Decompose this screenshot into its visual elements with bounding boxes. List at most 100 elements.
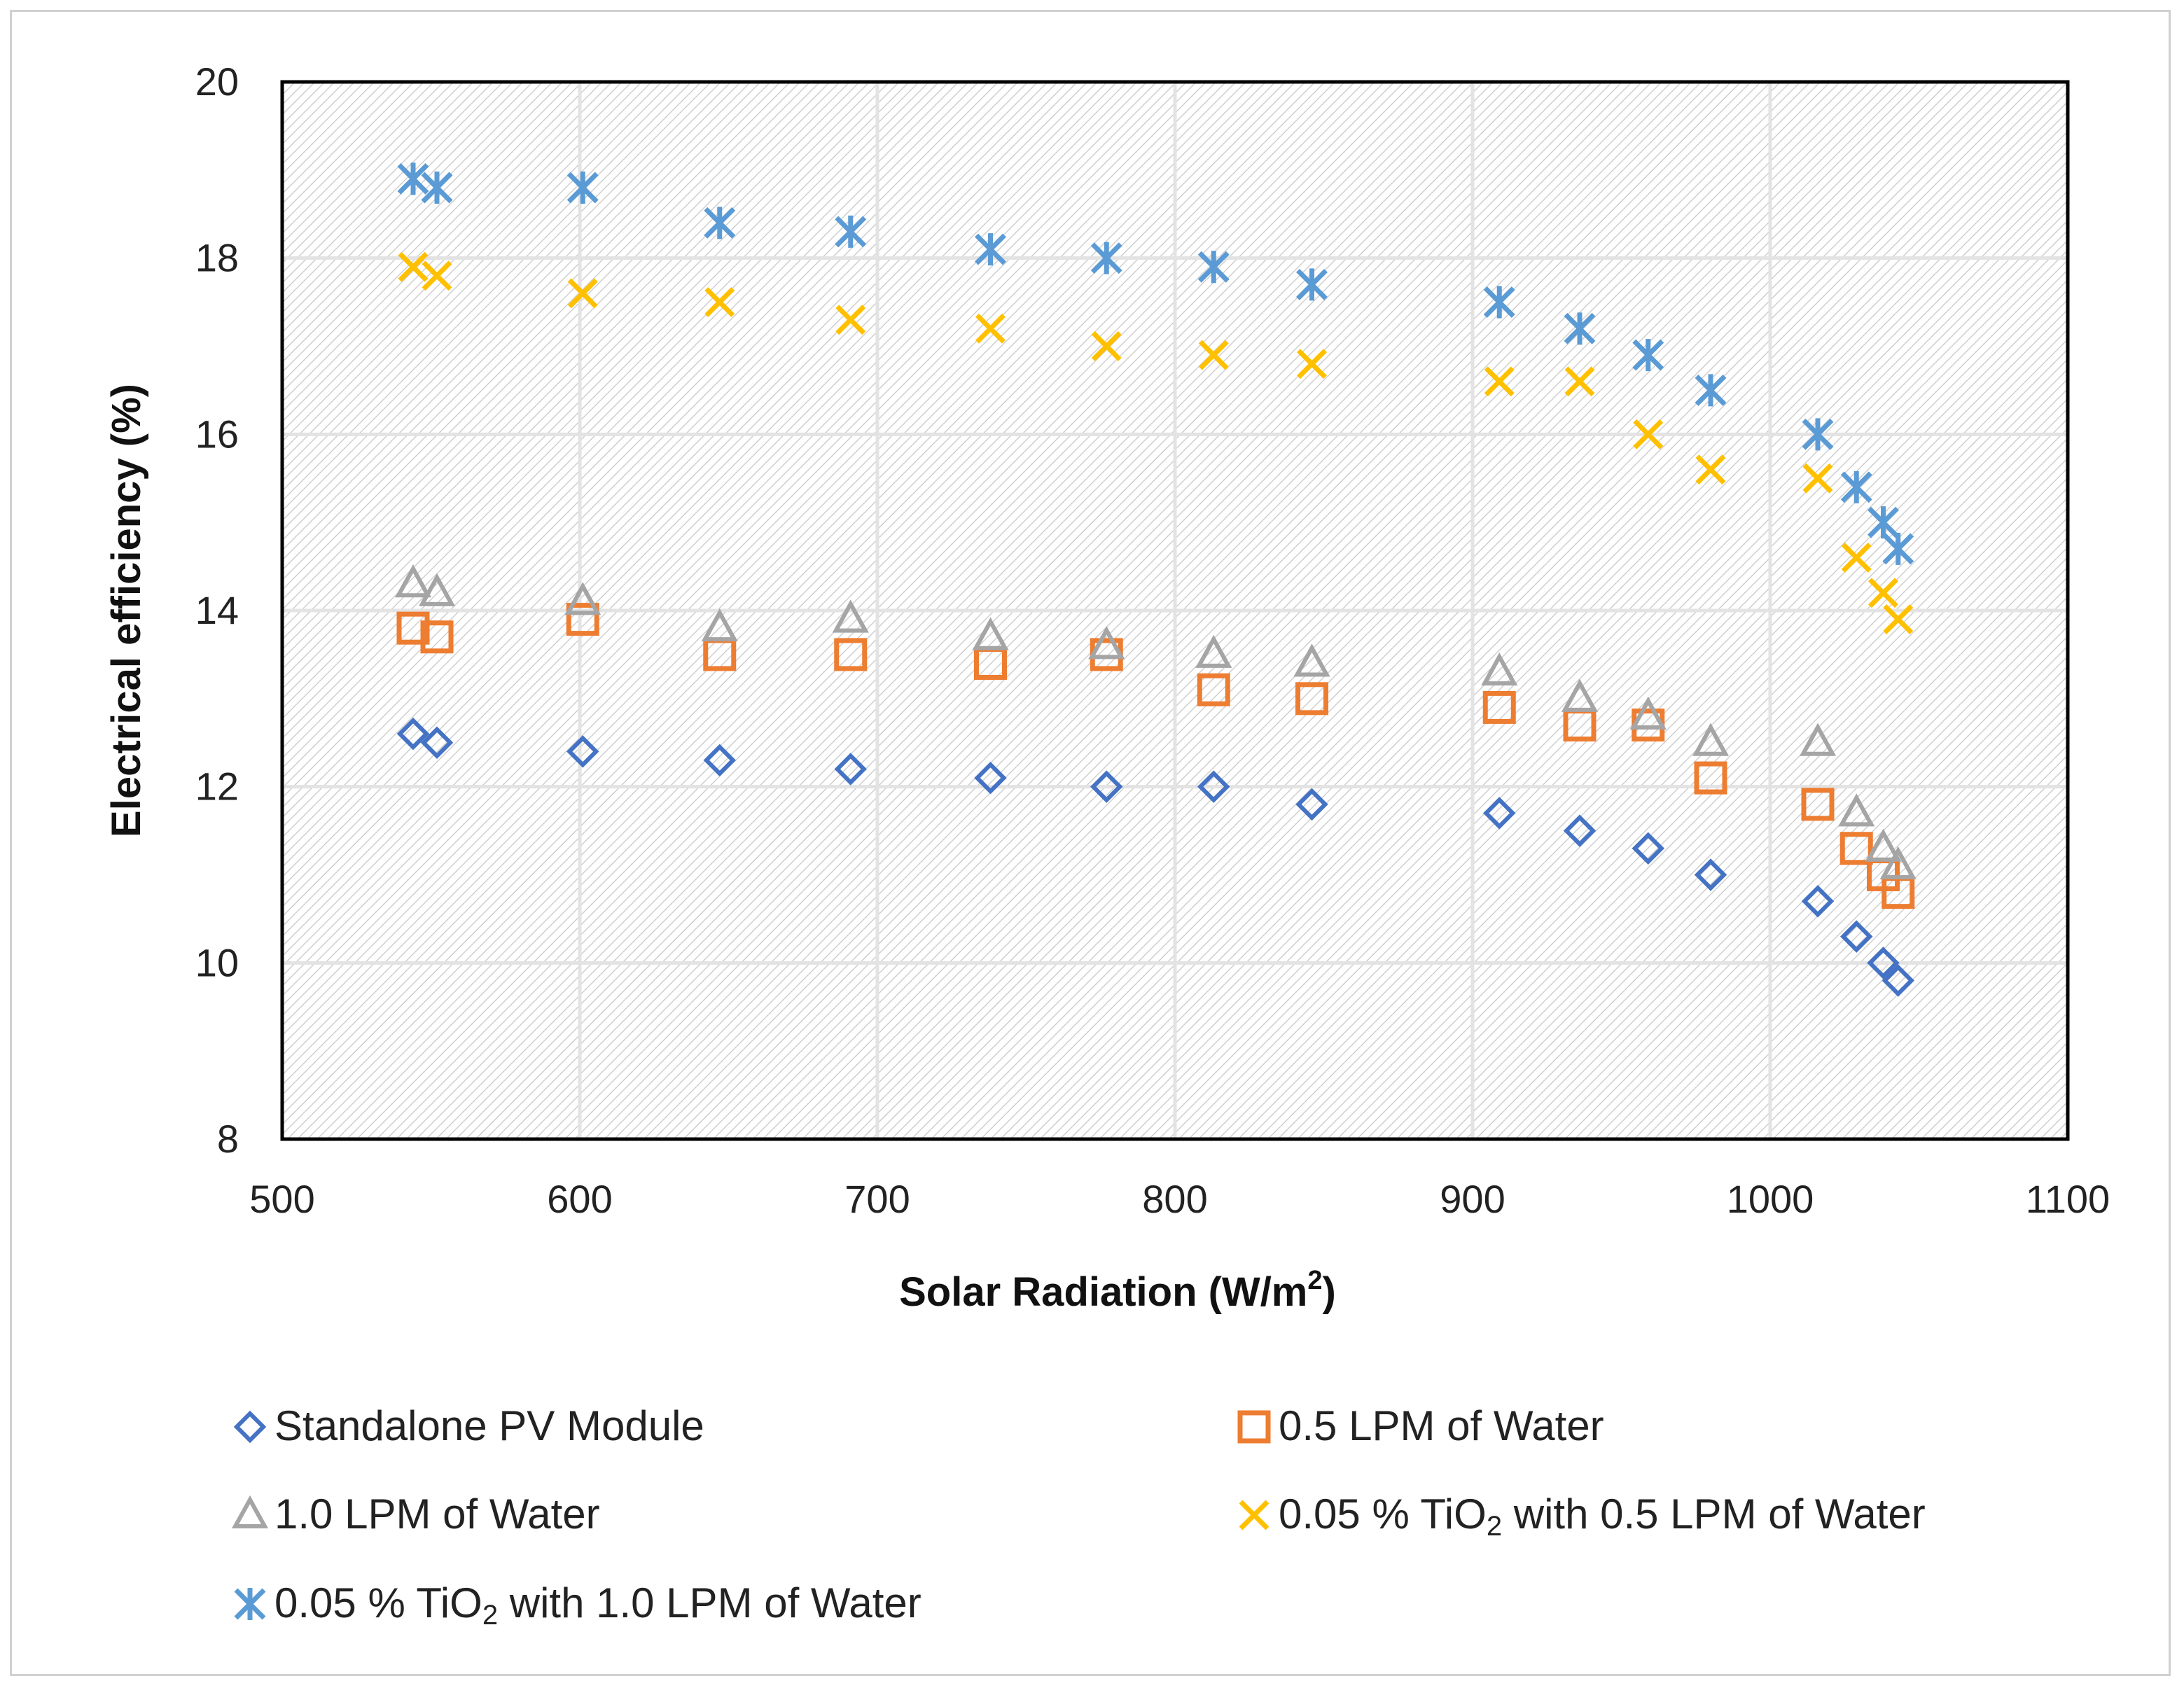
data-point-triangle xyxy=(394,564,432,598)
data-point-square xyxy=(1839,832,1873,865)
data-point-triangle xyxy=(832,599,869,633)
legend-label-one-lpm: 1.0 LPM of Water xyxy=(274,1491,600,1537)
data-point-asterisk xyxy=(835,215,867,248)
data-point-x xyxy=(975,313,1006,344)
data-point-x xyxy=(704,287,735,318)
data-point-diamond xyxy=(1801,885,1835,918)
data-point-square xyxy=(1694,761,1727,795)
x-axis-title: Solar Radiation (W/m2) xyxy=(899,1266,1336,1315)
legend-icon-triangle xyxy=(231,1495,269,1528)
legend-label-standalone: Standalone PV Module xyxy=(274,1402,704,1449)
legend-item-tio2-one-lpm: 0.05 % TiO2 with 1.0 LPM of Water xyxy=(234,1579,921,1631)
legend-label-tio2-half-sub: 2 xyxy=(1487,1511,1502,1542)
data-point-diamond xyxy=(566,735,599,768)
data-point-triangle xyxy=(564,582,601,615)
data-point-x xyxy=(398,251,429,282)
data-point-diamond xyxy=(420,726,454,759)
legend-label-tio2-one-end: with 1.0 LPM of Water xyxy=(498,1579,921,1626)
legend-icon-square xyxy=(1237,1410,1271,1444)
data-point-square xyxy=(1801,788,1835,821)
data-point-triangle xyxy=(1865,828,1902,862)
legend-label-tio2-one-sub: 2 xyxy=(482,1600,498,1631)
series-asterisk xyxy=(397,162,1914,565)
x-tick-label: 500 xyxy=(249,1177,314,1221)
data-point-x xyxy=(1695,454,1726,485)
data-markers xyxy=(394,162,1917,997)
data-point-asterisk xyxy=(1296,268,1328,301)
plot-border xyxy=(280,80,2070,1141)
data-point-diamond xyxy=(1694,858,1727,891)
x-axis-title-sup: 2 xyxy=(1307,1266,1322,1295)
data-point-x xyxy=(1633,419,1664,449)
legend-icon-x xyxy=(1239,1500,1270,1530)
legend-marker-square xyxy=(1237,1410,1271,1444)
data-point-x xyxy=(1297,349,1327,379)
legend-icon-diamond xyxy=(233,1410,267,1444)
y-tick-label: 18 xyxy=(195,236,239,280)
x-tick-label: 800 xyxy=(1142,1177,1207,1221)
data-point-asterisk xyxy=(1090,242,1122,274)
x-tick-label: 600 xyxy=(547,1177,612,1221)
x-tick-label: 900 xyxy=(1440,1177,1505,1221)
data-point-triangle xyxy=(1195,634,1232,668)
y-tick-label: 16 xyxy=(195,412,239,456)
data-point-triangle xyxy=(701,608,738,642)
data-point-x xyxy=(1091,331,1122,361)
data-point-diamond xyxy=(1563,814,1597,847)
y-tick-label: 12 xyxy=(195,765,239,809)
data-point-x xyxy=(1841,543,1872,573)
data-point-diamond xyxy=(1197,770,1230,803)
data-point-x xyxy=(1564,366,1595,397)
data-point-asterisk xyxy=(1695,374,1727,407)
data-point-asterisk xyxy=(1483,286,1515,319)
data-point-x xyxy=(422,260,452,291)
y-tick-label: 10 xyxy=(195,940,239,984)
data-point-asterisk xyxy=(1840,470,1872,503)
legend-marker-asterisk xyxy=(234,1588,266,1620)
series-x xyxy=(398,251,1914,635)
legend-marker-x xyxy=(1239,1500,1270,1530)
data-point-triangle xyxy=(1481,652,1518,686)
data-point-square xyxy=(396,611,430,645)
data-point-diamond xyxy=(1867,947,1900,979)
data-point-diamond xyxy=(1840,920,1873,953)
legend: Standalone PV Module 0.5 LPM of Water 1.… xyxy=(231,1402,1926,1631)
series-triangle xyxy=(394,564,1917,879)
data-point-x xyxy=(1198,340,1229,370)
data-point-triangle xyxy=(972,617,1009,650)
legend-item-standalone: Standalone PV Module xyxy=(233,1402,704,1449)
data-point-triangle xyxy=(1799,723,1837,756)
legend-label-tio2-one-lpm: 0.05 % TiO2 with 1.0 LPM of Water xyxy=(274,1579,921,1631)
tick-labels: 8 10 12 14 16 18 20 500 600 700 800 900 1000 1100 xyxy=(195,60,2110,1221)
y-tick-label: 14 xyxy=(195,588,239,632)
legend-label-tio2-half-lpm: 0.05 % TiO2 with 0.5 LPM of Water xyxy=(1279,1491,1926,1542)
data-point-square xyxy=(420,620,454,654)
data-point-x xyxy=(1868,578,1898,608)
x-tick-label: 1100 xyxy=(2026,1177,2110,1221)
data-point-triangle xyxy=(418,573,456,606)
data-point-diamond xyxy=(1090,770,1123,803)
data-point-x xyxy=(567,278,598,309)
data-point-asterisk xyxy=(1197,251,1230,284)
data-point-square xyxy=(1197,673,1230,706)
legend-label-half-lpm: 0.5 LPM of Water xyxy=(1279,1402,1604,1449)
data-point-diamond xyxy=(834,753,867,786)
legend-marker-diamond xyxy=(233,1410,267,1444)
data-point-triangle xyxy=(1293,643,1330,677)
data-point-triangle xyxy=(1561,678,1599,712)
data-point-asterisk xyxy=(566,172,599,204)
data-point-asterisk xyxy=(975,233,1006,266)
data-point-asterisk xyxy=(1564,312,1596,345)
legend-label-tio2-one-main: 0.05 % TiO xyxy=(274,1579,482,1626)
y-axis-title: Electrical efficiency (%) xyxy=(104,384,149,837)
legend-item-half-lpm: 0.5 LPM of Water xyxy=(1237,1402,1604,1449)
data-point-asterisk xyxy=(1632,339,1664,372)
data-point-square xyxy=(1295,682,1328,716)
x-axis-title-main: Solar Radiation (W/m xyxy=(899,1269,1307,1315)
data-point-asterisk xyxy=(1867,506,1899,539)
data-point-x xyxy=(1883,604,1914,635)
data-point-diamond xyxy=(974,761,1007,795)
y-tick-label: 20 xyxy=(195,60,239,104)
data-point-triangle xyxy=(1088,626,1125,660)
